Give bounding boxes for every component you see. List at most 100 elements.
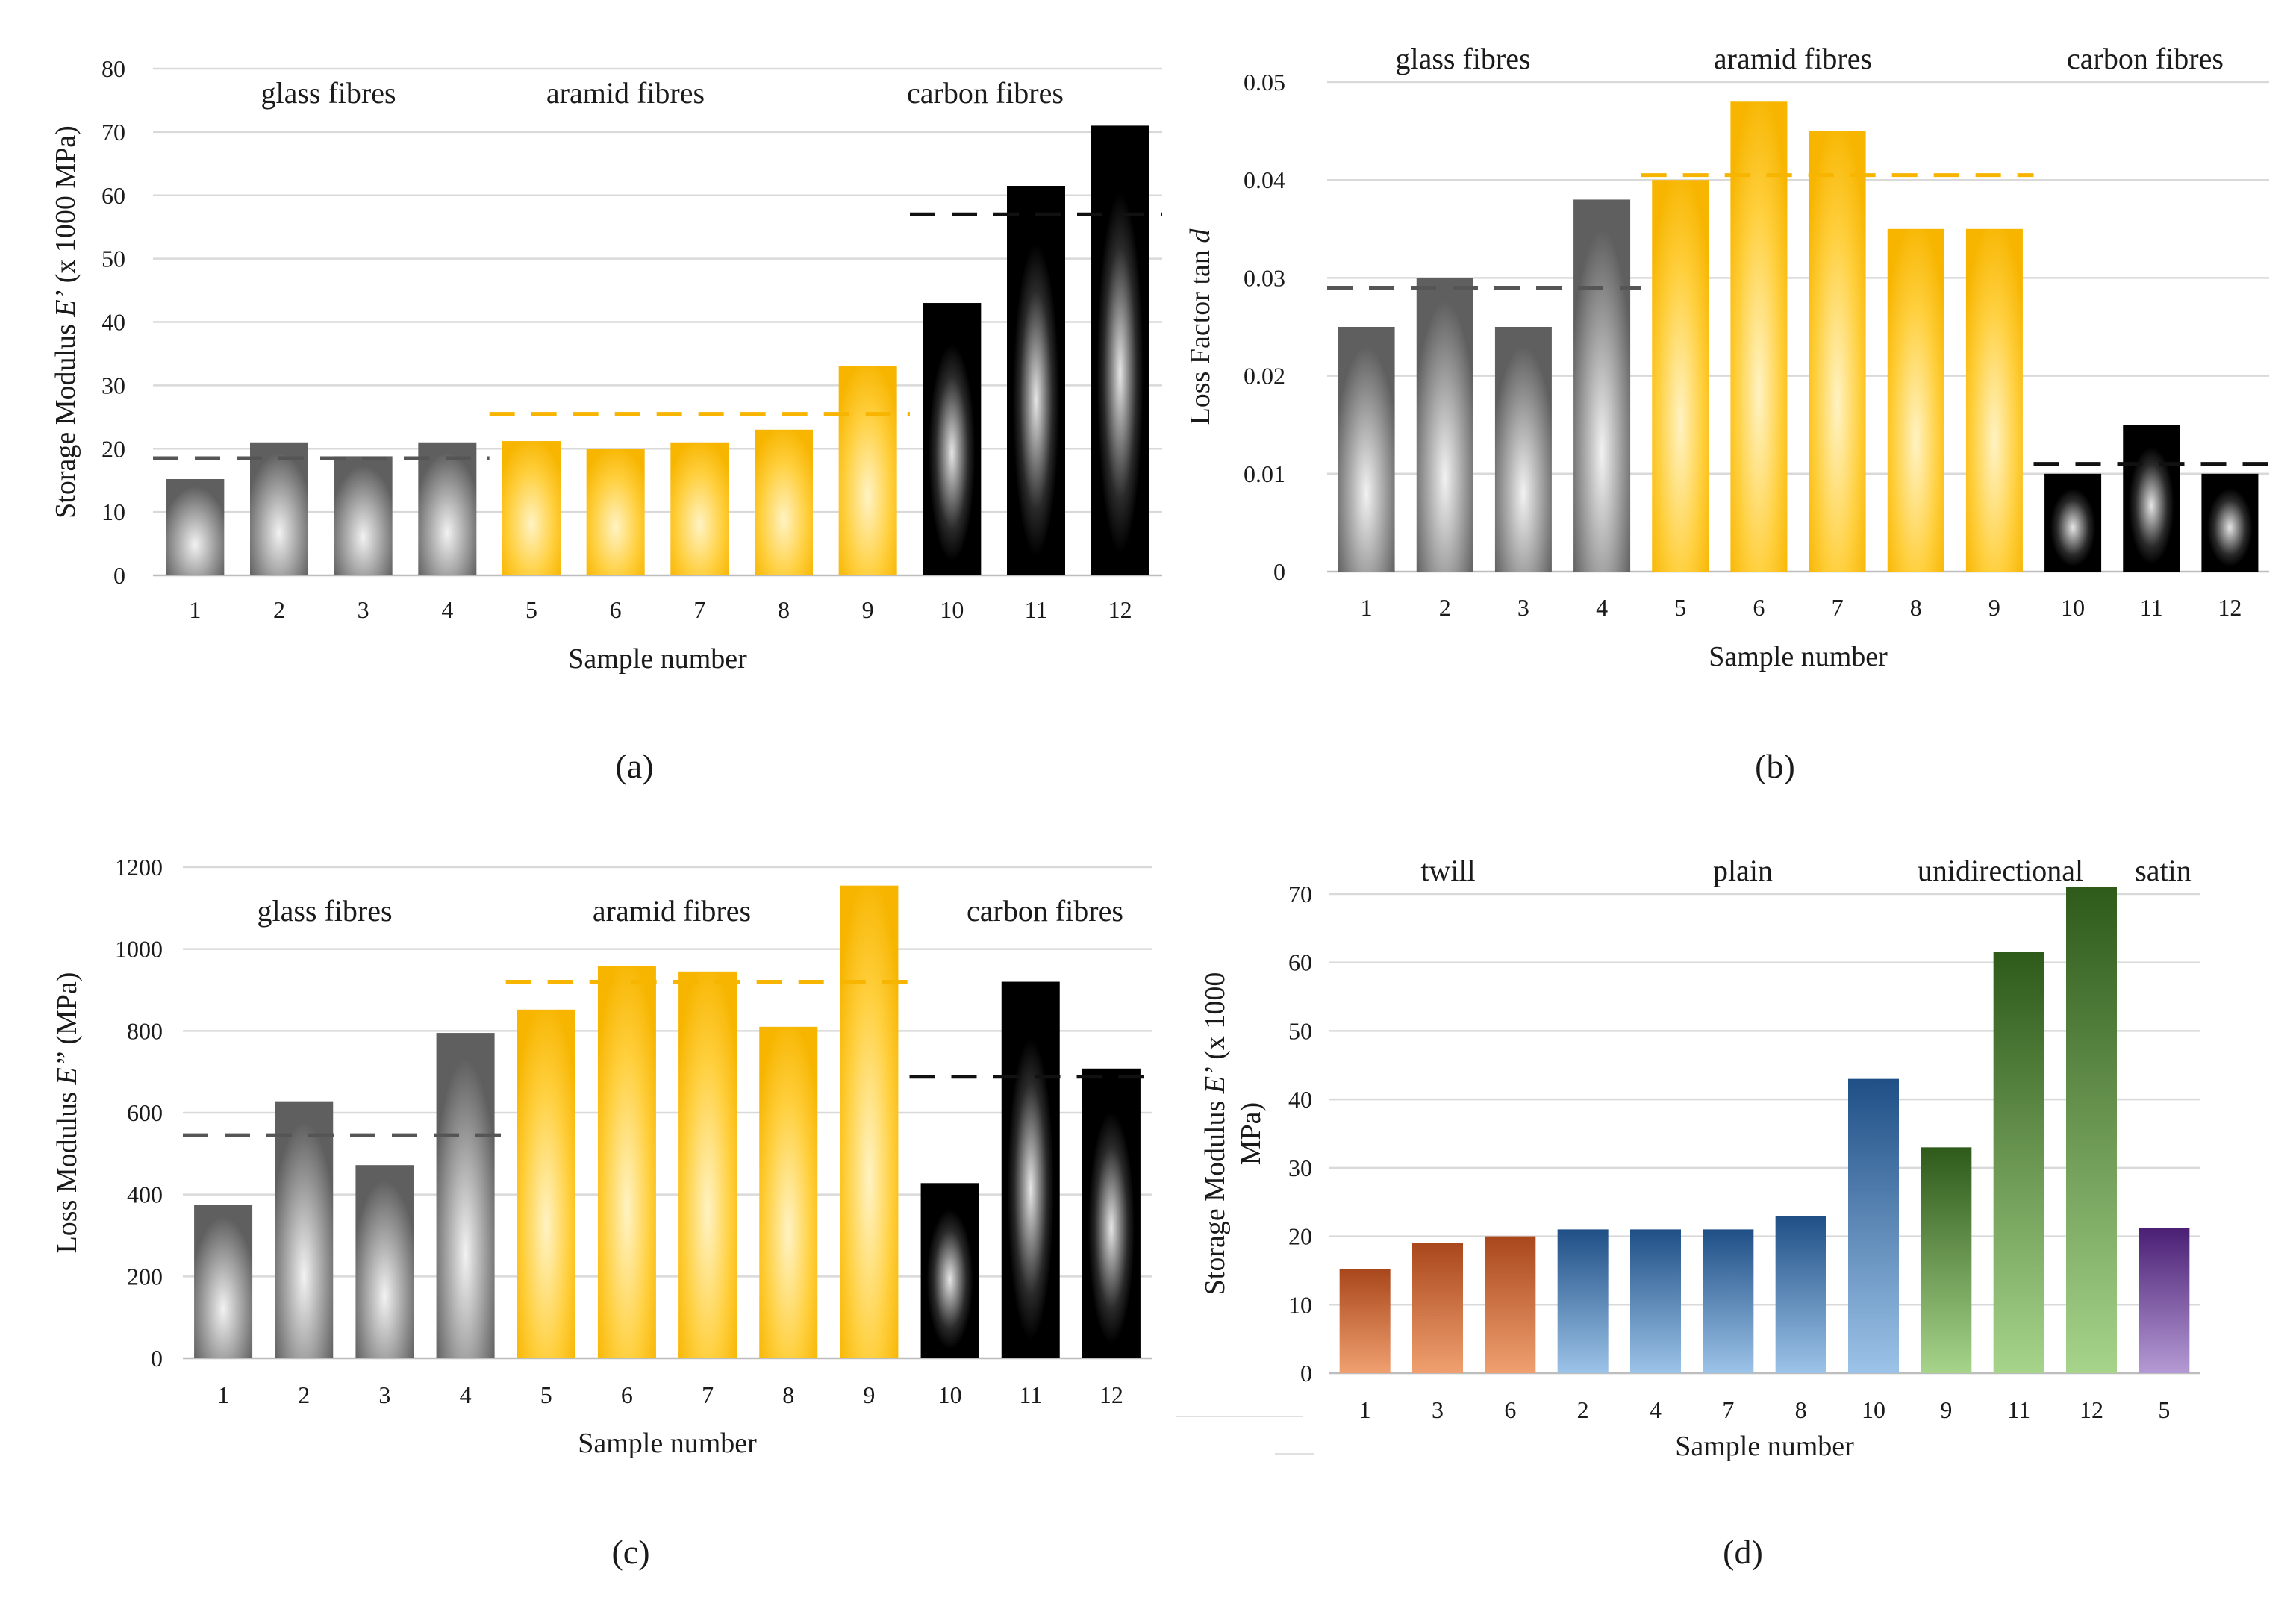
bar-sample-10 bbox=[923, 303, 982, 575]
bar-sample-11 bbox=[1993, 952, 2044, 1373]
y-tick-label: 0.02 bbox=[1244, 363, 1285, 390]
x-tick-label: 3 bbox=[1432, 1396, 1444, 1423]
bar-sample-5 bbox=[502, 441, 561, 575]
bar-sample-1 bbox=[1339, 1269, 1391, 1373]
bar-sample-9 bbox=[838, 366, 897, 575]
x-tick-label: 6 bbox=[610, 596, 622, 623]
bar-sample-10 bbox=[1848, 1078, 1899, 1373]
y-tick-label: 30 bbox=[102, 372, 125, 399]
x-tick-label: 10 bbox=[940, 596, 964, 623]
x-tick-label: 5 bbox=[540, 1381, 552, 1408]
group-label: aramid fibres bbox=[546, 76, 705, 110]
bar-sample-6 bbox=[597, 966, 656, 1358]
y-tick-label: 400 bbox=[127, 1181, 163, 1208]
x-tick-label: 4 bbox=[1596, 594, 1608, 621]
y-axis-label: Loss Modulus E’’ (MPa) bbox=[52, 972, 83, 1254]
y-tick-label: 70 bbox=[1288, 881, 1312, 907]
bar-sample-1 bbox=[1338, 327, 1395, 572]
bar-sample-5 bbox=[2139, 1228, 2190, 1373]
x-tick-label: 11 bbox=[2007, 1396, 2030, 1423]
x-tick-label: 9 bbox=[863, 1381, 875, 1408]
y-tick-label: 600 bbox=[127, 1099, 163, 1126]
bar-sample-3 bbox=[355, 1165, 414, 1358]
x-tick-label: 8 bbox=[1795, 1396, 1807, 1423]
y-tick-label: 20 bbox=[1288, 1223, 1312, 1250]
y-axis-label: Storage Modulus E’ (x 1000 bbox=[1200, 972, 1231, 1296]
bar-sample-3 bbox=[1494, 327, 1552, 572]
bar-sample-11 bbox=[1007, 186, 1065, 576]
y-tick-label: 40 bbox=[102, 309, 125, 336]
x-tick-label: 7 bbox=[693, 596, 705, 623]
x-axis-label: Sample number bbox=[1675, 1431, 1854, 1462]
x-tick-label: 3 bbox=[378, 1381, 390, 1408]
bar-sample-2 bbox=[250, 442, 308, 575]
y-tick-label: 200 bbox=[127, 1263, 163, 1290]
x-tick-label: 1 bbox=[1359, 1396, 1371, 1423]
group-label: unidirectional bbox=[1918, 854, 2083, 887]
x-tick-label: 7 bbox=[1722, 1396, 1734, 1423]
y-tick-label: 1200 bbox=[115, 854, 163, 881]
y-axis-label: MPa) bbox=[1235, 1102, 1267, 1165]
x-tick-label: 6 bbox=[1753, 594, 1765, 621]
panel-label: (b) bbox=[1755, 747, 1795, 785]
x-axis-label: Sample number bbox=[1709, 641, 1888, 672]
y-tick-label: 70 bbox=[102, 119, 125, 146]
x-tick-label: 12 bbox=[1099, 1381, 1123, 1408]
panel-label: (c) bbox=[611, 1533, 649, 1571]
x-tick-label: 12 bbox=[2218, 594, 2242, 621]
y-tick-label: 0 bbox=[113, 562, 125, 589]
y-tick-label: 0.01 bbox=[1244, 460, 1285, 487]
y-tick-label: 20 bbox=[102, 435, 125, 462]
x-tick-label: 6 bbox=[621, 1381, 633, 1408]
y-tick-label: 10 bbox=[1288, 1291, 1312, 1318]
x-tick-label: 4 bbox=[1650, 1396, 1662, 1423]
y-tick-label: 0.03 bbox=[1244, 264, 1285, 291]
x-axis-label: Sample number bbox=[578, 1428, 757, 1459]
x-tick-label: 2 bbox=[1577, 1396, 1589, 1423]
bar-sample-4 bbox=[418, 442, 477, 575]
bar-sample-12 bbox=[1082, 1068, 1141, 1358]
y-tick-label: 60 bbox=[102, 182, 125, 209]
bar-sample-1 bbox=[166, 478, 225, 575]
x-tick-label: 9 bbox=[862, 596, 874, 623]
bar-sample-2 bbox=[275, 1101, 334, 1358]
bar-sample-8 bbox=[1887, 228, 1944, 572]
bar-sample-8 bbox=[759, 1026, 818, 1358]
bar-sample-1 bbox=[194, 1205, 253, 1358]
bar-sample-3 bbox=[334, 456, 393, 575]
x-tick-label: 11 bbox=[1025, 596, 1048, 623]
y-tick-label: 0.05 bbox=[1244, 69, 1285, 96]
bar-sample-7 bbox=[1809, 131, 1866, 572]
x-tick-label: 2 bbox=[273, 596, 285, 623]
panel-label: (d) bbox=[1723, 1533, 1763, 1571]
bar-sample-4 bbox=[436, 1033, 495, 1358]
bar-sample-12 bbox=[2201, 473, 2259, 572]
x-tick-label: 10 bbox=[2061, 594, 2085, 621]
bar-sample-12 bbox=[1091, 125, 1149, 575]
group-label: satin bbox=[2135, 854, 2192, 887]
bar-sample-6 bbox=[1730, 101, 1788, 572]
bar-sample-9 bbox=[840, 885, 899, 1358]
x-tick-label: 2 bbox=[298, 1381, 310, 1408]
x-tick-label: 7 bbox=[1832, 594, 1844, 621]
x-tick-label: 3 bbox=[358, 596, 369, 623]
bar-sample-7 bbox=[678, 971, 737, 1358]
bar-sample-2 bbox=[1557, 1229, 1609, 1373]
y-axis-label: Storage Modulus E’ (x 1000 MPa) bbox=[50, 125, 81, 519]
x-tick-label: 8 bbox=[782, 1381, 794, 1408]
x-tick-label: 8 bbox=[778, 596, 790, 623]
chart-panel-d: 0 10 20 30 40 50 60 70 1 3 6 2 4 7 8 10 9 11 12 5 twill plain… bbox=[1200, 854, 2200, 1571]
x-tick-label: 4 bbox=[441, 596, 453, 623]
y-tick-label: 60 bbox=[1288, 949, 1312, 976]
y-axis-label: Loss Factor tan d bbox=[1185, 228, 1216, 425]
bar-sample-9 bbox=[1921, 1147, 1972, 1373]
bar-sample-11 bbox=[2123, 425, 2180, 572]
x-tick-label: 11 bbox=[2140, 594, 2163, 621]
group-label: glass fibres bbox=[1395, 42, 1530, 75]
bar-sample-6 bbox=[1485, 1236, 1536, 1373]
y-tick-label: 0 bbox=[1300, 1360, 1312, 1387]
group-label: carbon fibres bbox=[2067, 42, 2224, 75]
bar-sample-7 bbox=[670, 442, 729, 575]
